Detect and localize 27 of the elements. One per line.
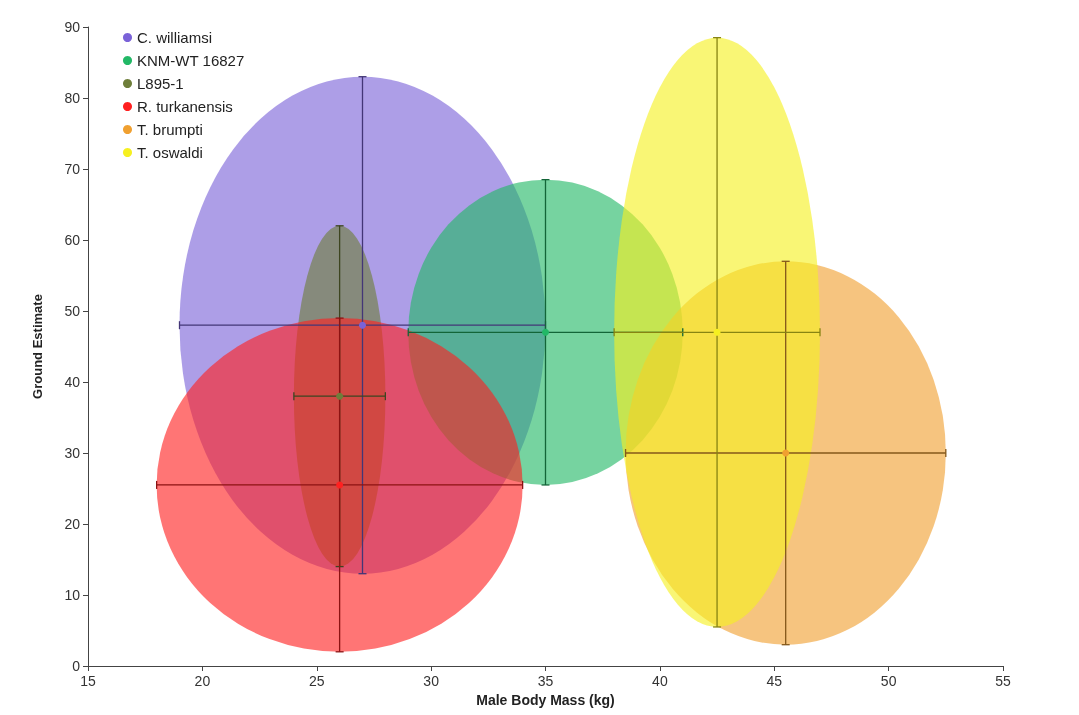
y-tick-label: 70 bbox=[64, 161, 81, 177]
legend-label: L895-1 bbox=[137, 75, 184, 92]
y-tick-label: 80 bbox=[64, 90, 81, 106]
y-tick-label: 50 bbox=[64, 303, 81, 319]
x-tick-label: 15 bbox=[80, 673, 96, 689]
y-tick-label: 40 bbox=[64, 374, 81, 390]
legend-label: KNM-WT 16827 bbox=[137, 52, 245, 69]
legend-label: T. brumpti bbox=[137, 121, 203, 138]
y-tick-label: 90 bbox=[64, 19, 81, 35]
x-tick-label: 20 bbox=[194, 673, 211, 689]
x-tick-label: 30 bbox=[423, 673, 440, 689]
y-axis-title: Ground Estimate bbox=[30, 294, 45, 399]
x-tick-label: 35 bbox=[537, 673, 554, 689]
x-tick-label: 50 bbox=[880, 673, 897, 689]
legend-label: R. turkanensis bbox=[137, 98, 233, 115]
legend-label: C. williamsi bbox=[137, 29, 212, 46]
y-tick-label: 30 bbox=[64, 445, 81, 461]
y-tick-label: 10 bbox=[64, 587, 81, 603]
x-tick-label: 40 bbox=[652, 673, 668, 689]
x-tick-label: 25 bbox=[308, 673, 325, 689]
y-tick-label: 60 bbox=[64, 232, 81, 248]
x-axis-title: Male Body Mass (kg) bbox=[476, 691, 615, 708]
x-tick-label: 55 bbox=[995, 673, 1011, 689]
y-tick-label: 20 bbox=[64, 516, 81, 532]
y-tick-label: 0 bbox=[72, 658, 81, 674]
legend-label: T. oswaldi bbox=[137, 144, 203, 161]
x-tick-label: 45 bbox=[766, 673, 783, 689]
